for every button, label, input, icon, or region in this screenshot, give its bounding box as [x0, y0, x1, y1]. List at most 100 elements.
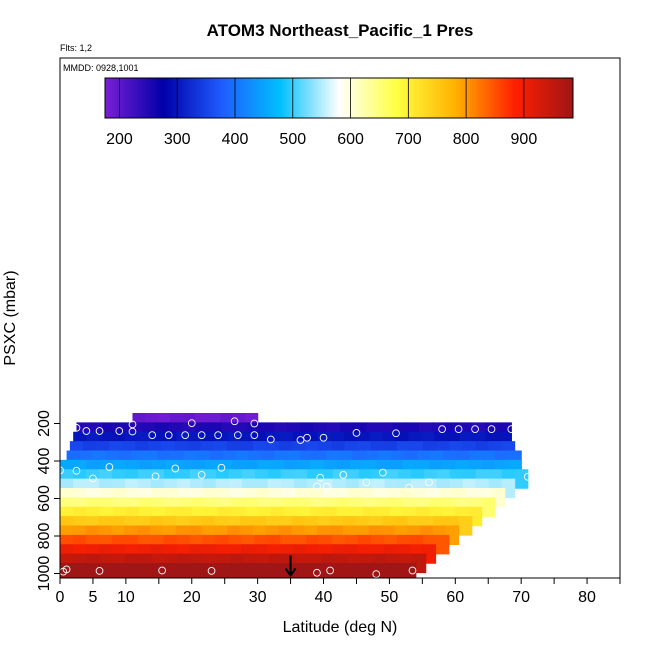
observation-point [82, 427, 91, 435]
observation-point [425, 478, 433, 487]
colorbar-tick-label: 700 [395, 131, 422, 148]
x-tick-label: 30 [249, 589, 267, 606]
heatmap-cell [139, 563, 153, 578]
heatmap-cell [514, 469, 529, 489]
y-axis: 200 400 600 800 1000 [36, 410, 60, 591]
observation-point [352, 429, 361, 437]
observation-point [322, 482, 331, 491]
y-axis-label: PSXC (mbar) [2, 270, 19, 365]
latitude-marker-arrow [284, 555, 297, 578]
heatmap-cell [191, 563, 206, 578]
x-tick-label: 0 [56, 589, 65, 606]
marker-arrow-head [284, 567, 297, 578]
observation-point [217, 463, 226, 472]
y-tick-label: 600 [36, 485, 53, 512]
observation-point [296, 436, 305, 444]
observation-point [158, 566, 166, 575]
heatmap-cell [257, 563, 272, 578]
heatmap-cell [218, 563, 232, 578]
observation-point [89, 474, 97, 483]
observation-point [523, 472, 532, 481]
heatmap-cell [323, 563, 338, 578]
heatmap-cell [125, 563, 140, 578]
colorbar-tick-lines [119, 78, 525, 118]
heatmap-cell [297, 563, 311, 578]
observation-point [303, 433, 311, 442]
observation-point [362, 478, 371, 487]
heatmap-cell [310, 563, 325, 578]
heatmap-cell [363, 563, 377, 578]
x-tick-label: 5 [88, 589, 97, 606]
colorbar-tick-label: 800 [453, 131, 480, 148]
observation-point [207, 567, 216, 575]
observation-point [250, 419, 259, 428]
observation-point [95, 427, 104, 435]
observation-point [72, 423, 81, 432]
colorbar-tick-label: 200 [106, 131, 133, 148]
y-tick-label: 1000 [36, 556, 53, 592]
observation-point [250, 431, 259, 439]
x-tick-label: 10 [117, 589, 135, 606]
observation-point [378, 468, 387, 477]
observation-point [326, 566, 334, 575]
observation-point [405, 483, 414, 492]
observation-point [151, 472, 160, 481]
observation-point [319, 433, 328, 442]
heatmap-cell [270, 563, 285, 578]
colorbar-tick-label: 600 [337, 131, 364, 148]
colorbar-tick-label: 400 [222, 131, 249, 148]
heatmap-cell [99, 563, 114, 578]
observation-point [234, 431, 242, 439]
observation-points [60, 417, 532, 578]
y-tick-label: 800 [36, 523, 53, 550]
heatmap-cell [349, 563, 364, 578]
observation-point [266, 435, 275, 444]
heatmap-cell [204, 563, 219, 578]
observation-point [171, 464, 180, 473]
colorbar-tick-label: 300 [164, 131, 191, 148]
colorbar-tick-labels: 200 300 400 500 600 700 800 900 [106, 131, 537, 148]
observation-point [313, 482, 321, 491]
observation-point [487, 425, 496, 433]
observation-point [95, 567, 104, 575]
observation-point [408, 566, 417, 575]
observation-point [105, 463, 114, 471]
x-axis: 0 5 10 20 30 40 50 60 70 80 [56, 578, 621, 606]
heatmap-cells [60, 413, 529, 578]
dates-label: MMDD: 0928,1001 [63, 63, 139, 73]
x-tick-label: 50 [381, 589, 399, 606]
y-tick-label: 200 [36, 410, 53, 437]
heatmap-cell [73, 563, 87, 578]
observation-point [187, 419, 196, 427]
observation-point [148, 431, 157, 439]
x-axis-label: Latitude (deg N) [283, 619, 398, 636]
colorbar: 200 300 400 500 600 700 800 900 [104, 77, 574, 148]
heatmap-cell [231, 563, 246, 578]
colorbar-frame [104, 77, 574, 119]
x-tick-label: 60 [446, 589, 464, 606]
x-tick-label: 80 [578, 589, 596, 606]
observation-point [214, 431, 222, 439]
chart-title: ATOM3 Northeast_Pacific_1 Pres [207, 21, 474, 40]
heatmap-cell [86, 563, 101, 578]
observation-point [339, 471, 348, 479]
observation-point [164, 431, 173, 439]
heatmap-cell [165, 563, 180, 578]
heatmap-cell [389, 563, 404, 578]
observation-point [316, 473, 325, 482]
observation-point [507, 425, 516, 433]
observation-point [197, 431, 206, 439]
observation-point [197, 471, 206, 479]
heatmap-cell [178, 563, 193, 578]
observation-point [313, 568, 321, 577]
heatmap-cell [336, 563, 351, 578]
observation-point [62, 565, 71, 574]
observation-point [372, 570, 381, 578]
observation-point [60, 466, 64, 475]
colorbar-tick-label: 500 [279, 131, 306, 148]
observation-point [115, 427, 124, 435]
heatmap-cell [458, 516, 473, 536]
observation-point [72, 466, 81, 475]
heatmap-cell [435, 534, 450, 555]
